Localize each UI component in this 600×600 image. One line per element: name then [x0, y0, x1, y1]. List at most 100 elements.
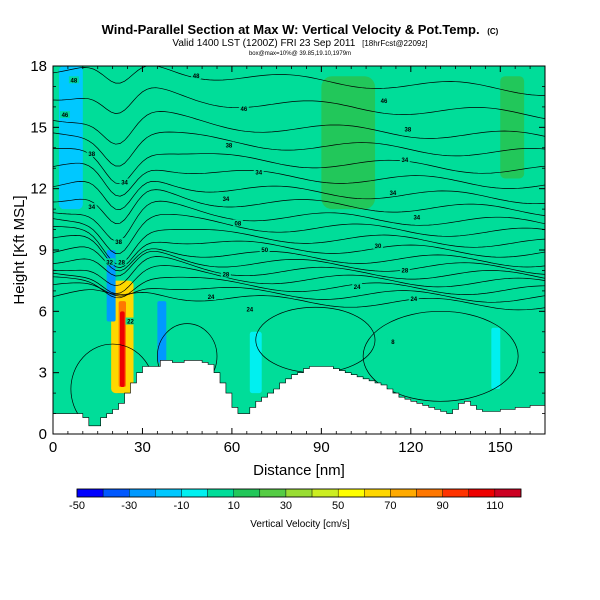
title-mark: (C) [487, 27, 498, 36]
contour-label: 34 [387, 188, 398, 197]
contour-label-box [399, 266, 410, 274]
contour-label-text: 28 [402, 268, 409, 274]
contour-label: 38 [223, 141, 234, 150]
contour-label: 46 [378, 96, 389, 105]
contour-label-box [220, 270, 231, 278]
contour-label-box [373, 241, 384, 249]
contour-label-text: 34 [255, 170, 262, 176]
contour-label: 24 [408, 295, 419, 303]
contour-label-box [119, 178, 130, 186]
colorbar-tick-label: 110 [486, 500, 504, 512]
contour-label-text: 24 [410, 297, 417, 303]
colorbar-bin [494, 488, 522, 498]
contour-label-text: 24 [354, 285, 361, 291]
contour-label-text: 46 [381, 99, 388, 105]
contour-label-box [408, 295, 419, 303]
contour-label: 30 [373, 241, 384, 250]
contour-label: 48 [191, 72, 202, 80]
contour-label-text: 34 [390, 191, 397, 197]
colorbar-bin [259, 488, 287, 498]
contour-label: 34 [220, 194, 231, 203]
contour-label-box [259, 246, 270, 253]
theta-contour [53, 226, 545, 265]
contour-label-box [191, 72, 202, 80]
contour-label-text: 34 [121, 181, 128, 187]
y-tick-label: 18 [30, 58, 47, 75]
contour-label: 8 [387, 338, 398, 346]
contour-label: 24 [352, 282, 363, 291]
colorbar-bin [129, 488, 156, 498]
contour-label: 24 [206, 293, 217, 301]
colorbar-bin [76, 488, 104, 498]
theta-contour [53, 200, 545, 242]
x-tick-label: 60 [224, 439, 241, 456]
contour-label-text: 28 [118, 260, 125, 266]
contour-label-text: 48 [71, 78, 78, 84]
colorbar: -50 -30 -10 10 30 50 70 90 110 [69, 488, 522, 512]
contour-label-box [86, 203, 97, 211]
y-tick-label: 15 [30, 119, 47, 136]
contour-label: 46 [59, 111, 70, 119]
x-tick-label: 90 [313, 439, 330, 456]
colorbar-bin [102, 488, 130, 498]
contour-label-text: 8 [391, 340, 395, 346]
contour-label: 28 [116, 258, 127, 266]
contour-label-text: 32 [106, 260, 113, 266]
theta-contour [53, 189, 545, 224]
y-axis: 0 3 6 9 12 15 18 [30, 58, 545, 443]
contour-label: 38 [113, 237, 124, 246]
colorbar-tick-label: -50 [69, 500, 85, 512]
theta-contour [53, 180, 545, 210]
theta-contour [53, 235, 545, 269]
contour-label-box [116, 258, 127, 266]
contour-label-box [68, 76, 79, 84]
plot-area: 48 48 46 46 46 38 38 38 34 34 34 34 34 34 08 34 38 50 30 32… [53, 66, 545, 434]
w-region [500, 76, 525, 179]
colorbar-bin [155, 488, 182, 498]
contour-label-text: 34 [88, 205, 95, 211]
contour-label-box [223, 141, 234, 149]
theta-contour [53, 147, 545, 185]
theta-contour [53, 131, 545, 167]
colorbar-bin [468, 488, 496, 498]
contour-label-box [125, 317, 136, 325]
contour-label-box [378, 96, 389, 104]
colorbar-bin [285, 488, 313, 498]
x-axis: 0 30 60 90 120 150 [49, 66, 531, 456]
chart-subtitle: Valid 1400 LST (1200Z) FRI 23 Sep 2011 [… [172, 38, 427, 49]
contour-label: 34 [86, 203, 97, 211]
theta-contour [53, 246, 545, 272]
contour-label-box [206, 293, 217, 301]
x-tick-label: 30 [134, 439, 151, 456]
colorbar-bin [207, 488, 234, 498]
w-region [58, 66, 83, 210]
theta-contour [53, 250, 545, 277]
contour-label: 22 [125, 317, 136, 326]
w-region [106, 250, 116, 322]
contour-label-text: 24 [246, 307, 253, 313]
contour-label-box [220, 194, 231, 202]
contour-label: 48 [68, 76, 79, 84]
y-tick-label: 3 [39, 365, 47, 382]
colorbar-tick-label: 90 [437, 500, 449, 512]
contour-label-text: 24 [208, 295, 215, 301]
contour-label-text: 08 [235, 221, 242, 227]
contour-label: 50 [259, 246, 270, 254]
contour-label-box [59, 111, 70, 119]
y-tick-label: 12 [30, 181, 47, 198]
colorbar-bin [311, 488, 339, 498]
theta-contour [53, 66, 545, 96]
y-tick-label: 9 [39, 242, 47, 259]
theta-contour [53, 256, 545, 287]
colorbar-bin [364, 488, 391, 498]
contour-label-text: 38 [115, 240, 122, 246]
contour-label: 24 [244, 305, 255, 313]
colorbar-tick-label: -10 [174, 500, 190, 512]
contour-label-text: 46 [240, 107, 247, 113]
contour-label-text: 50 [261, 248, 268, 254]
contour-label: 32 [104, 258, 115, 266]
contour-label-box [232, 219, 243, 227]
theta-contour [362, 310, 519, 402]
theta-contour [53, 276, 545, 299]
